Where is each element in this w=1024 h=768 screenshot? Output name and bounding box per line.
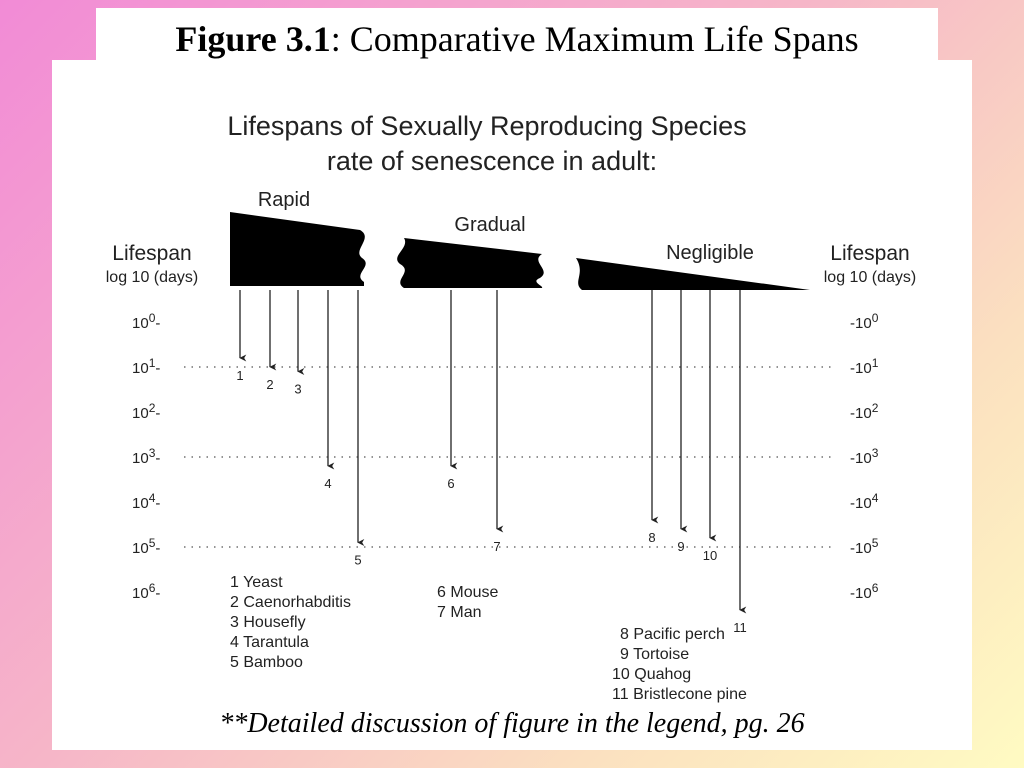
arrow-label-7: 7 <box>493 539 500 554</box>
figure-title-text: : Comparative Maximum Life Spans <box>330 19 859 59</box>
legend-entry-9: 9 Tortoise <box>620 646 689 663</box>
lifespan-chart: Lifespans of Sexually Reproducing Specie… <box>106 111 917 703</box>
legend-entry-5: 5 Bamboo <box>230 654 303 671</box>
legend-entry-10: 10 Quahog <box>612 666 691 683</box>
left-tick-label: 106- <box>132 581 160 602</box>
legend-entry-1: 1 Yeast <box>230 574 283 591</box>
right-tick-label: -106 <box>850 581 879 602</box>
legend-entry-2: 2 Caenorhabditis <box>230 594 351 611</box>
right-tick-label: -101 <box>850 356 879 377</box>
right-tick-label: -103 <box>850 446 879 467</box>
legend-entry-11: 11 Bristlecone pine <box>612 686 747 703</box>
rapid-wedge <box>230 212 366 286</box>
arrow-label-10: 10 <box>703 548 717 563</box>
left-tick-label: 103- <box>132 446 160 467</box>
arrow-label-6: 6 <box>447 476 454 491</box>
axes-layer: 100- -100 101- -101 102- -102 103- -103 104- -104… <box>132 311 879 602</box>
arrow-label-3: 3 <box>294 382 301 397</box>
legend-rapid: 1 Yeast 2 Caenorhabditis 3 Housefly 4 Ta… <box>230 574 351 671</box>
arrow-label-9: 9 <box>677 539 684 554</box>
gradual-wedge <box>397 238 544 288</box>
legend-gradual: 6 Mouse 7 Man <box>437 584 498 621</box>
right-tick-label: -100 <box>850 311 879 332</box>
group-label-negligible: Negligible <box>666 242 754 264</box>
right-tick-label: -105 <box>850 536 879 557</box>
left-tick-label: 102- <box>132 401 160 422</box>
group-label-gradual: Gradual <box>454 214 525 236</box>
left-tick-label: 101- <box>132 356 160 377</box>
figure-panel: Lifespans of Sexually Reproducing Specie… <box>52 60 972 750</box>
chart-subtitle: rate of senescence in adult: <box>327 146 657 176</box>
left-axis-label: Lifespan <box>112 242 191 265</box>
legend-entry-4: 4 Tarantula <box>230 634 309 651</box>
legend-entry-7: 7 Man <box>437 604 481 621</box>
right-axis-units: log 10 (days) <box>824 269 917 286</box>
arrows-layer: 1 2 3 4 5 6 7 8 9 10 11 <box>236 290 747 635</box>
footnote: **Detailed discussion of figure in the l… <box>219 708 805 739</box>
left-tick-label: 105- <box>132 536 160 557</box>
arrow-label-4: 4 <box>324 476 331 491</box>
figure-title: Figure 3.1: Comparative Maximum Life Spa… <box>96 8 938 70</box>
negligible-wedge <box>576 258 810 290</box>
right-axis-label: Lifespan <box>830 242 909 265</box>
arrow-label-1: 1 <box>236 368 243 383</box>
group-label-rapid: Rapid <box>258 189 310 211</box>
legend-entry-8: 8 Pacific perch <box>620 626 725 643</box>
legend-negligible: 8 Pacific perch 9 Tortoise 10 Quahog 11 … <box>612 626 747 703</box>
legend-entry-6: 6 Mouse <box>437 584 498 601</box>
figure-number: Figure 3.1 <box>175 19 331 59</box>
arrow-label-8: 8 <box>648 530 655 545</box>
arrow-label-2: 2 <box>266 377 273 392</box>
chart-title: Lifespans of Sexually Reproducing Specie… <box>227 111 746 141</box>
left-axis-units: log 10 (days) <box>106 269 199 286</box>
left-tick-label: 100- <box>132 311 160 332</box>
arrow-label-11: 11 <box>733 620 747 635</box>
arrow-label-5: 5 <box>354 553 361 568</box>
legend-entry-3: 3 Housefly <box>230 614 306 631</box>
right-tick-label: -102 <box>850 401 879 422</box>
left-tick-label: 104- <box>132 491 160 512</box>
right-tick-label: -104 <box>850 491 879 512</box>
